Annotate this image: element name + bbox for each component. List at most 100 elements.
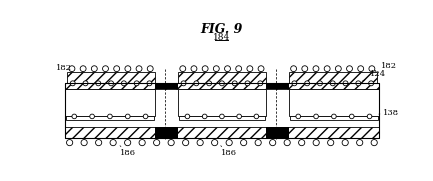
Circle shape [358,66,364,72]
Bar [178,72,266,83]
Circle shape [96,81,101,86]
Text: 182: 182 [374,62,397,71]
Circle shape [69,66,75,72]
Circle shape [136,66,142,72]
Circle shape [258,81,263,86]
Circle shape [342,140,348,146]
Circle shape [72,114,77,119]
Circle shape [126,114,130,119]
Circle shape [313,140,319,146]
Circle shape [284,140,290,146]
Circle shape [185,114,190,119]
Circle shape [70,81,75,86]
Text: 138: 138 [379,109,399,117]
Circle shape [255,140,261,146]
Circle shape [346,66,352,72]
Circle shape [232,81,237,86]
Circle shape [226,140,232,146]
Circle shape [220,114,224,119]
Circle shape [91,66,97,72]
Text: 124: 124 [363,70,386,81]
Bar [67,72,155,83]
Circle shape [291,66,297,72]
Circle shape [125,66,131,72]
Circle shape [258,66,264,72]
Circle shape [121,81,126,86]
Circle shape [236,66,242,72]
Circle shape [191,66,197,72]
Circle shape [110,140,116,146]
Circle shape [247,66,253,72]
Circle shape [80,66,86,72]
Circle shape [96,140,102,146]
Circle shape [220,81,224,86]
Circle shape [213,66,219,72]
Circle shape [147,66,153,72]
Text: 186: 186 [220,146,236,157]
Circle shape [225,66,230,72]
Circle shape [367,114,372,119]
Bar [289,89,379,116]
Circle shape [343,81,348,86]
Circle shape [197,140,203,146]
Circle shape [168,140,174,146]
Circle shape [147,81,152,86]
Circle shape [324,66,330,72]
Circle shape [368,81,374,86]
Bar [65,89,155,116]
Bar [289,72,377,83]
Circle shape [299,140,305,146]
Circle shape [254,114,259,119]
Circle shape [237,114,242,119]
Circle shape [181,81,186,86]
Text: 186: 186 [120,146,136,157]
Bar [65,83,379,138]
Text: 182: 182 [56,64,72,72]
Circle shape [332,114,336,119]
Circle shape [143,114,148,119]
Circle shape [114,66,120,72]
Bar [155,83,178,89]
Bar [266,83,289,89]
Circle shape [202,66,208,72]
Bar [178,89,266,116]
Circle shape [317,81,323,86]
Circle shape [305,81,310,86]
Circle shape [180,66,186,72]
Circle shape [245,81,250,86]
Bar [266,127,289,138]
Circle shape [109,81,113,86]
Bar [290,116,378,120]
Circle shape [336,66,341,72]
Circle shape [328,140,334,146]
Circle shape [139,140,145,146]
Circle shape [183,140,189,146]
Circle shape [207,81,212,86]
Circle shape [212,140,218,146]
Circle shape [134,81,139,86]
Circle shape [356,81,361,86]
Circle shape [154,140,160,146]
Circle shape [125,140,131,146]
Circle shape [194,81,199,86]
Circle shape [371,140,377,146]
Bar [179,116,265,120]
Circle shape [107,114,112,119]
Circle shape [90,114,94,119]
Circle shape [292,81,297,86]
Bar [65,127,379,138]
Circle shape [81,140,87,146]
Circle shape [67,140,73,146]
Circle shape [349,114,354,119]
Circle shape [357,140,363,146]
Circle shape [330,81,335,86]
Text: 184: 184 [213,33,230,42]
Circle shape [313,66,319,72]
Bar [155,127,178,138]
Circle shape [302,66,308,72]
Circle shape [103,66,108,72]
Bar [65,83,379,89]
Circle shape [296,114,301,119]
Circle shape [241,140,247,146]
Circle shape [270,140,276,146]
